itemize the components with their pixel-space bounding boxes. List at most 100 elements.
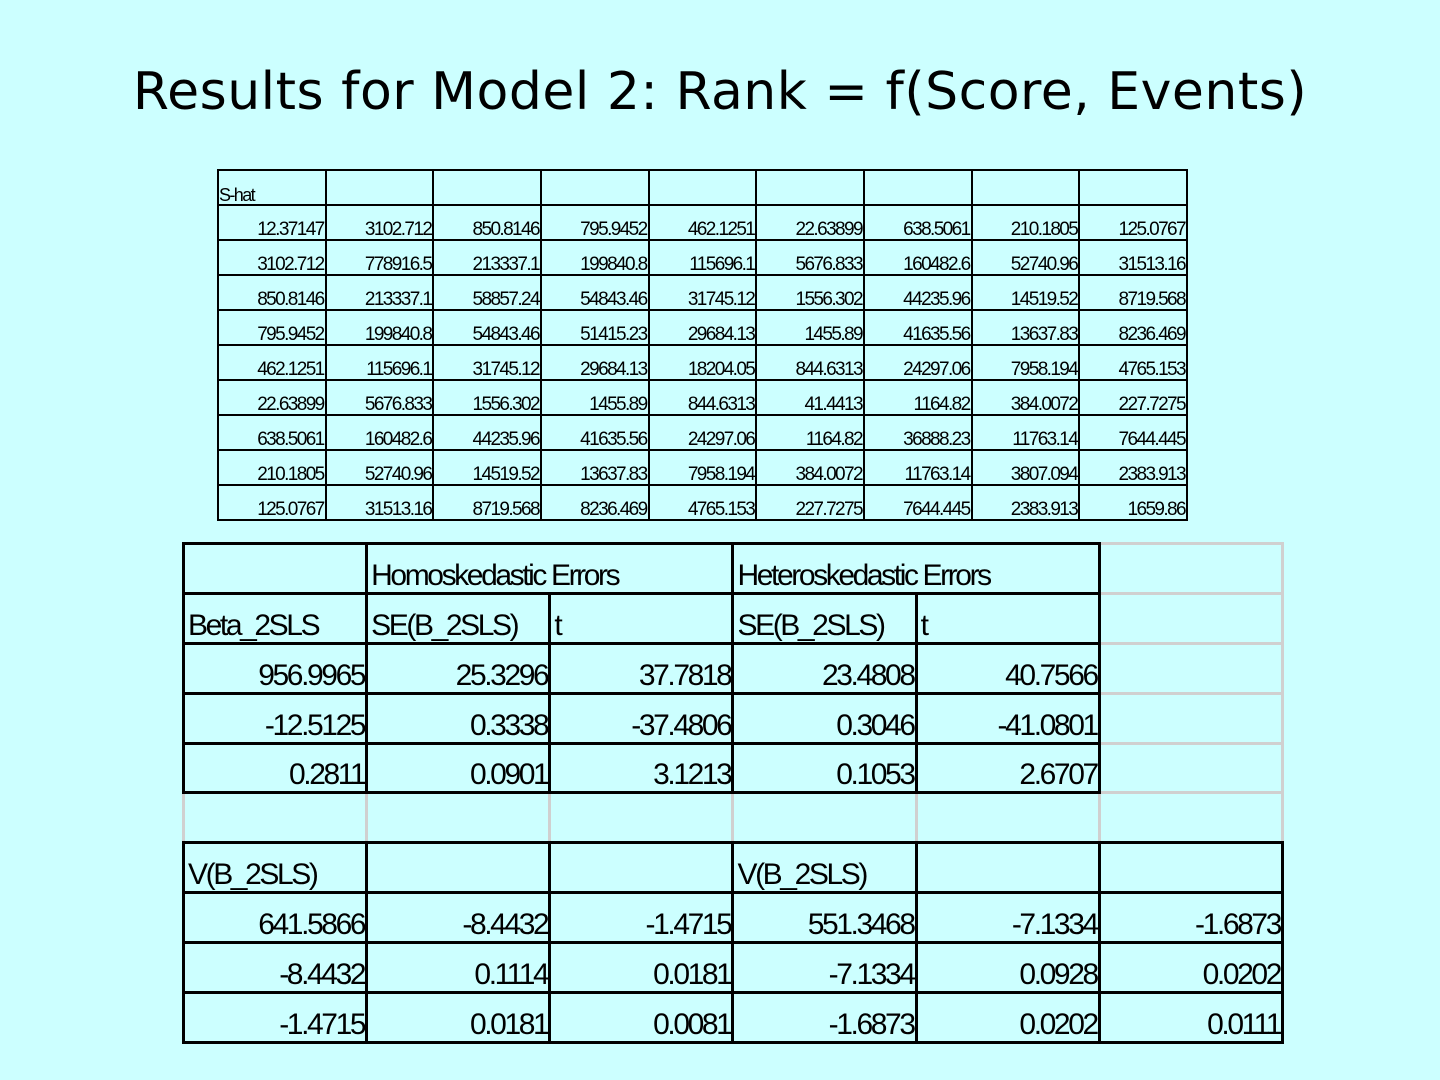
table-cell: -1.4715 <box>548 891 735 945</box>
table-row: 22.63899 5676.833 1556.302 1455.89 844.6313 4… <box>217 379 1188 416</box>
table-cell: 0.0202 <box>1097 941 1285 995</box>
results-table: Homoskedastic Errors Heteroskedastic Err… <box>181 542 1285 1044</box>
s-hat-label: S-hat <box>217 169 327 206</box>
table-cell: 641.5866 <box>181 891 369 945</box>
table-row: -1.4715 0.0181 0.0081 -1.6873 0.0202 0.0111 <box>181 991 1285 1044</box>
table-cell: 37.7818 <box>548 641 735 695</box>
table-cell <box>324 169 435 206</box>
table-cell: 3.1213 <box>548 741 735 795</box>
table-cell: -7.1334 <box>914 891 1101 945</box>
table-cell: 3102.712 <box>217 239 327 276</box>
table-cell: -37.4806 <box>548 691 735 745</box>
table-cell: 844.6313 <box>647 379 758 416</box>
table-cell: 384.0072 <box>755 449 865 486</box>
table-cell <box>1097 691 1285 745</box>
table-cell: 795.9452 <box>539 204 650 241</box>
table-cell: 23.4808 <box>731 641 918 695</box>
table-cell: 7644.445 <box>862 484 973 521</box>
table-cell <box>1097 542 1285 595</box>
table-row: Homoskedastic Errors Heteroskedastic Err… <box>181 542 1285 595</box>
table-cell: 199840.8 <box>539 239 650 276</box>
table-cell: 384.0072 <box>970 379 1081 416</box>
table-row: 210.1805 52740.96 14519.52 13637.83 7958.194… <box>217 449 1188 486</box>
table-cell: 0.0181 <box>548 941 735 995</box>
table-cell: 1659.86 <box>1078 484 1188 521</box>
table-cell: 41635.56 <box>539 414 650 451</box>
table-cell: 7644.445 <box>1078 414 1188 451</box>
table-row: 641.5866 -8.4432 -1.4715 551.3468 -7.1334 -1.… <box>181 891 1285 945</box>
table-cell: 0.1114 <box>365 941 552 995</box>
table-cell: 14519.52 <box>432 449 542 486</box>
table-cell: 22.63899 <box>217 379 327 416</box>
table-cell: -7.1334 <box>731 941 918 995</box>
table-cell: 41635.56 <box>862 309 973 346</box>
table-cell: 3102.712 <box>324 204 435 241</box>
table-cell: 44235.96 <box>432 414 542 451</box>
table-cell <box>549 542 735 595</box>
table-cell: -1.6873 <box>731 991 918 1044</box>
table-cell: 115696.1 <box>324 344 435 381</box>
table-cell: 40.7566 <box>914 641 1101 695</box>
table-cell <box>970 169 1081 206</box>
table-row: S-hat <box>217 169 1188 206</box>
table-cell: 850.8146 <box>432 204 542 241</box>
table-cell: -41.0801 <box>914 691 1101 745</box>
table-cell: 210.1805 <box>970 204 1081 241</box>
table-cell <box>181 542 369 595</box>
table-cell <box>914 841 1101 895</box>
table-cell: 36888.23 <box>862 414 973 451</box>
table-cell <box>181 791 369 845</box>
table-cell: 956.9965 <box>181 641 369 695</box>
table-cell: 52740.96 <box>970 239 1081 276</box>
table-cell: 227.7275 <box>755 484 865 521</box>
table-cell: 844.6313 <box>755 344 865 381</box>
v-label-hetero: V(B_2SLS) <box>731 841 918 895</box>
table-cell <box>539 169 650 206</box>
table-cell: 125.0767 <box>1078 204 1188 241</box>
table-cell <box>755 169 865 206</box>
col-header-t-homo: t <box>548 591 735 645</box>
table-cell: 638.5061 <box>862 204 973 241</box>
table-cell: 1556.302 <box>755 274 865 311</box>
table-row: V(B_2SLS) V(B_2SLS) <box>181 841 1285 895</box>
table-cell: 7958.194 <box>647 449 758 486</box>
table-cell: -1.4715 <box>181 991 369 1044</box>
table-cell: 115696.1 <box>647 239 758 276</box>
table-cell <box>1097 591 1285 645</box>
table-row <box>181 791 1285 845</box>
table-row: Beta_2SLS SE(B_2SLS) t SE(B_2SLS) t <box>181 591 1285 645</box>
slide-title: Results for Model 2: Rank = f(Score, Eve… <box>132 62 1308 122</box>
table-cell <box>1078 169 1188 206</box>
table-cell: 31745.12 <box>432 344 542 381</box>
table-cell <box>1097 791 1285 845</box>
table-cell: 850.8146 <box>217 274 327 311</box>
table-cell: 551.3468 <box>731 891 918 945</box>
table-cell: 24297.06 <box>862 344 973 381</box>
table-cell: 44235.96 <box>862 274 973 311</box>
table-cell: 54843.46 <box>539 274 650 311</box>
table-cell: 213337.1 <box>324 274 435 311</box>
table-row: -8.4432 0.1114 0.0181 -7.1334 0.0928 0.0202 <box>181 941 1285 995</box>
table-cell: 4765.153 <box>1078 344 1188 381</box>
table-cell: 13637.83 <box>970 309 1081 346</box>
table-cell: 5676.833 <box>755 239 865 276</box>
table-cell: 1164.82 <box>862 379 973 416</box>
table-cell: 1455.89 <box>755 309 865 346</box>
table-cell: 8719.568 <box>432 484 542 521</box>
table-cell: 24297.06 <box>647 414 758 451</box>
table-cell: 2383.913 <box>970 484 1081 521</box>
table-cell: 125.0767 <box>217 484 327 521</box>
col-header-se-homo: SE(B_2SLS) <box>365 591 552 645</box>
table-row: 462.1251 115696.1 31745.12 29684.13 18204.05… <box>217 344 1188 381</box>
table-cell <box>731 791 918 845</box>
col-header-se-hetero: SE(B_2SLS) <box>731 591 918 645</box>
table-cell: 227.7275 <box>1078 379 1188 416</box>
table-cell: 51415.23 <box>539 309 650 346</box>
table-row: 795.9452 199840.8 54843.46 51415.23 29684.13… <box>217 309 1188 346</box>
table-cell: 0.0111 <box>1097 991 1285 1044</box>
table-cell <box>548 791 735 845</box>
table-cell: 8719.568 <box>1078 274 1188 311</box>
table-cell: 795.9452 <box>217 309 327 346</box>
table-cell: 638.5061 <box>217 414 327 451</box>
table-cell: 0.1053 <box>731 741 918 795</box>
